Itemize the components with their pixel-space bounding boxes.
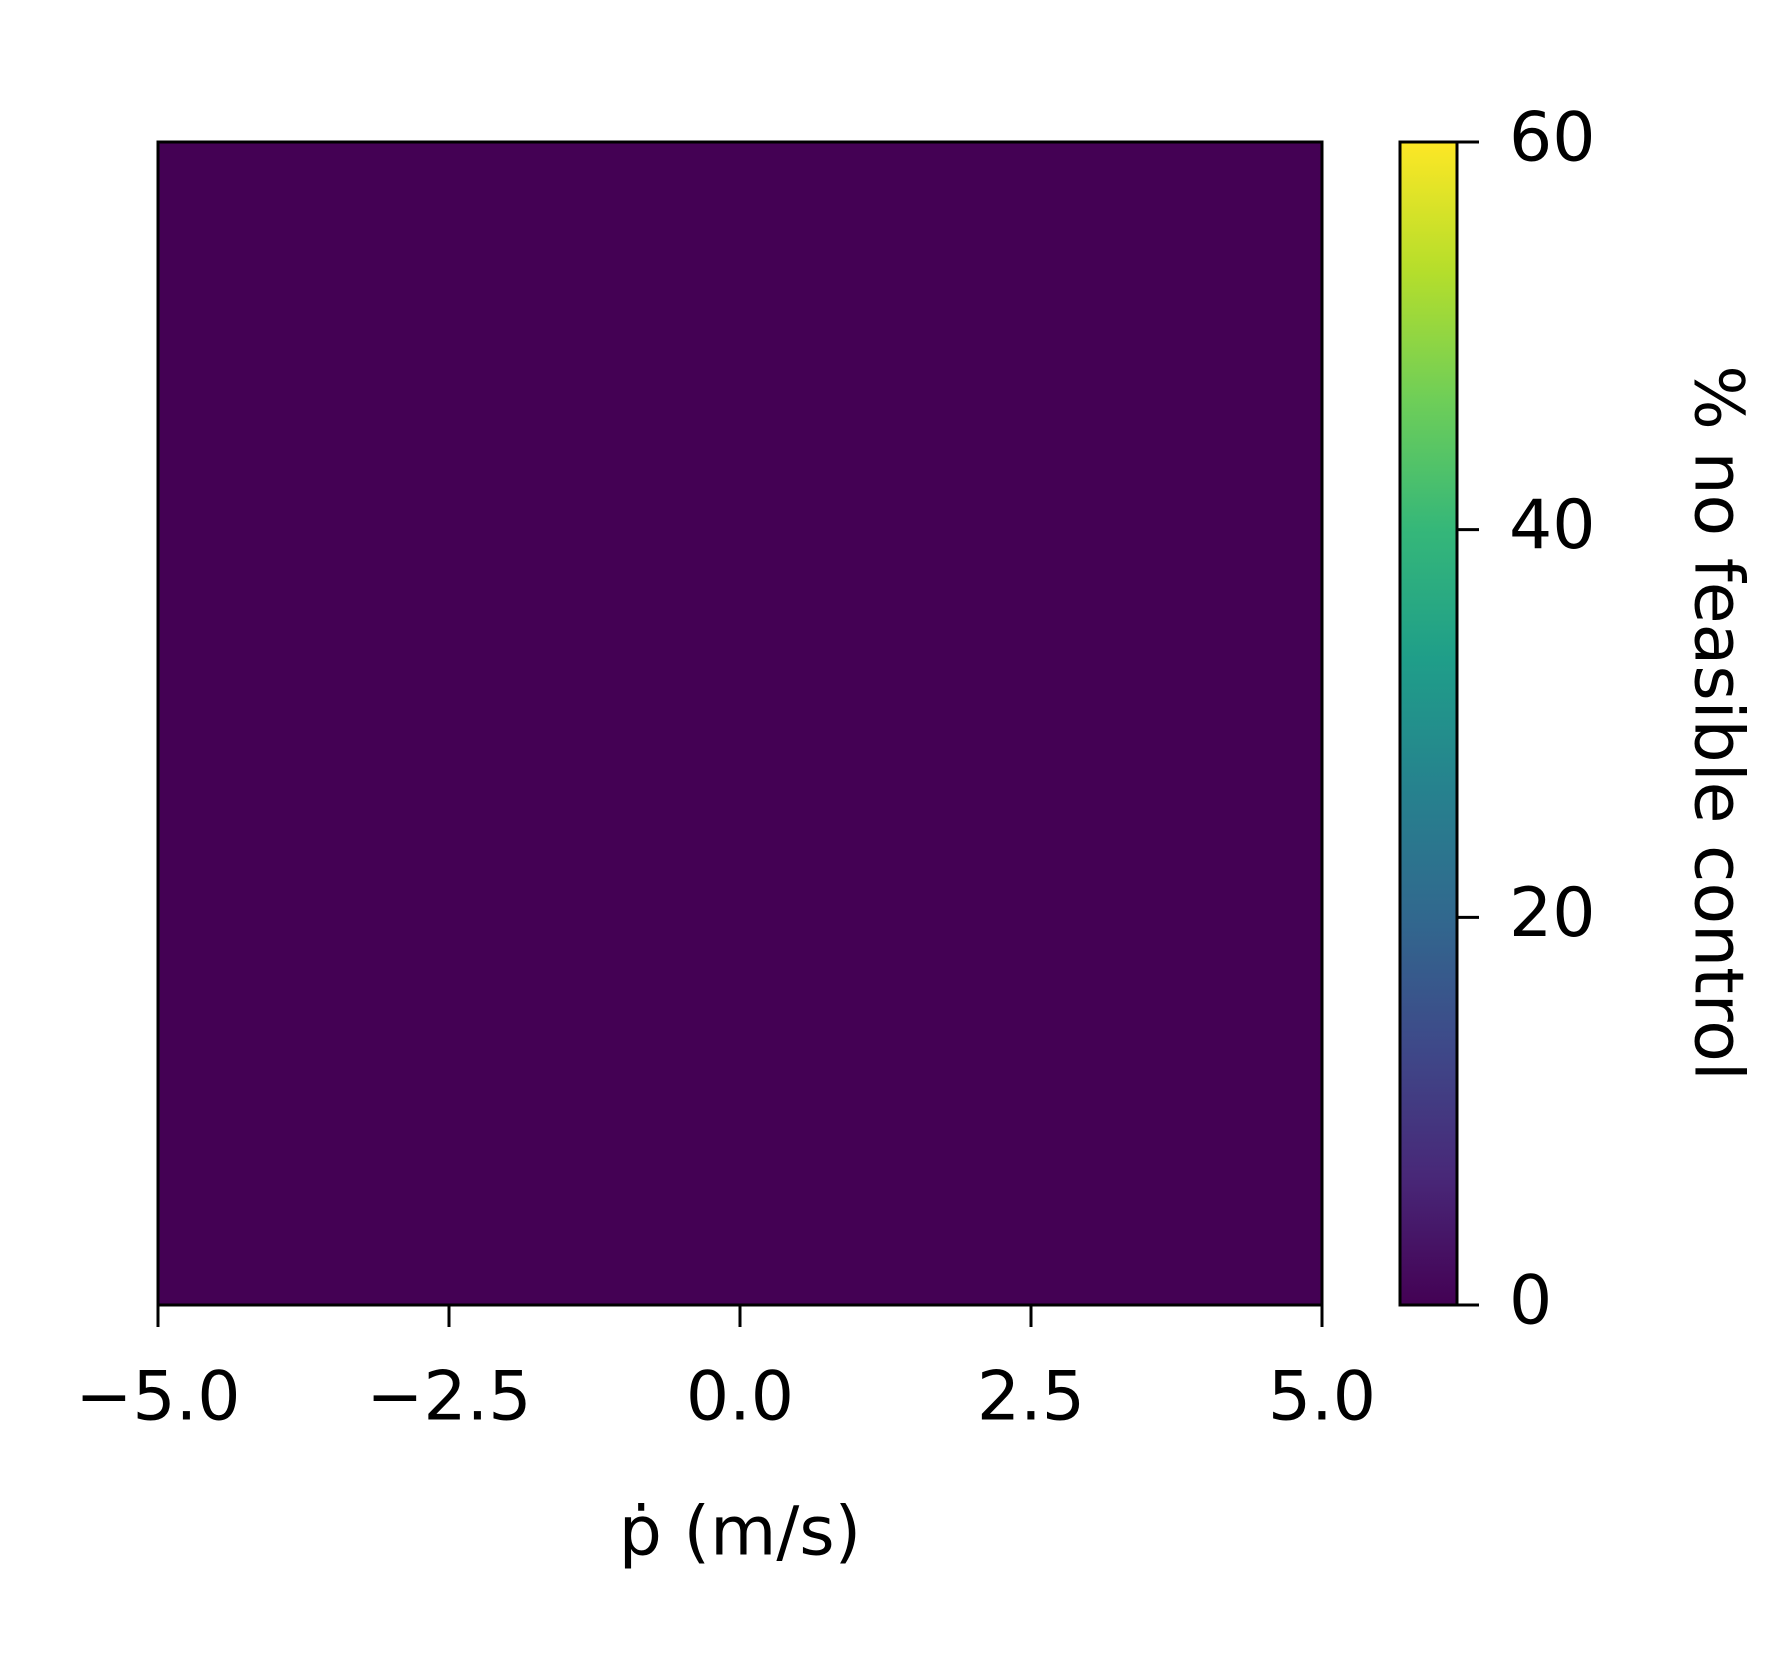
x-tick-label: 0.0 xyxy=(686,1358,794,1437)
colorbar-tick-label: 60 xyxy=(1509,99,1596,178)
heatmap-cell xyxy=(158,142,1322,1305)
x-tick-label: −5.0 xyxy=(75,1358,240,1437)
colorbar xyxy=(1398,140,1459,1307)
colorbar-label: % no feasible control xyxy=(1678,365,1757,1081)
x-axis-label: ṗ (m/s) xyxy=(619,1493,861,1572)
colorbar-tick-label: 40 xyxy=(1509,486,1596,565)
x-tick-label: 2.5 xyxy=(977,1358,1085,1437)
x-tick-label: −2.5 xyxy=(366,1358,531,1437)
x-tick-label: 5.0 xyxy=(1268,1358,1376,1437)
colorbar-tick-label: 20 xyxy=(1509,874,1596,953)
colorbar-tick-label: 0 xyxy=(1509,1262,1552,1341)
